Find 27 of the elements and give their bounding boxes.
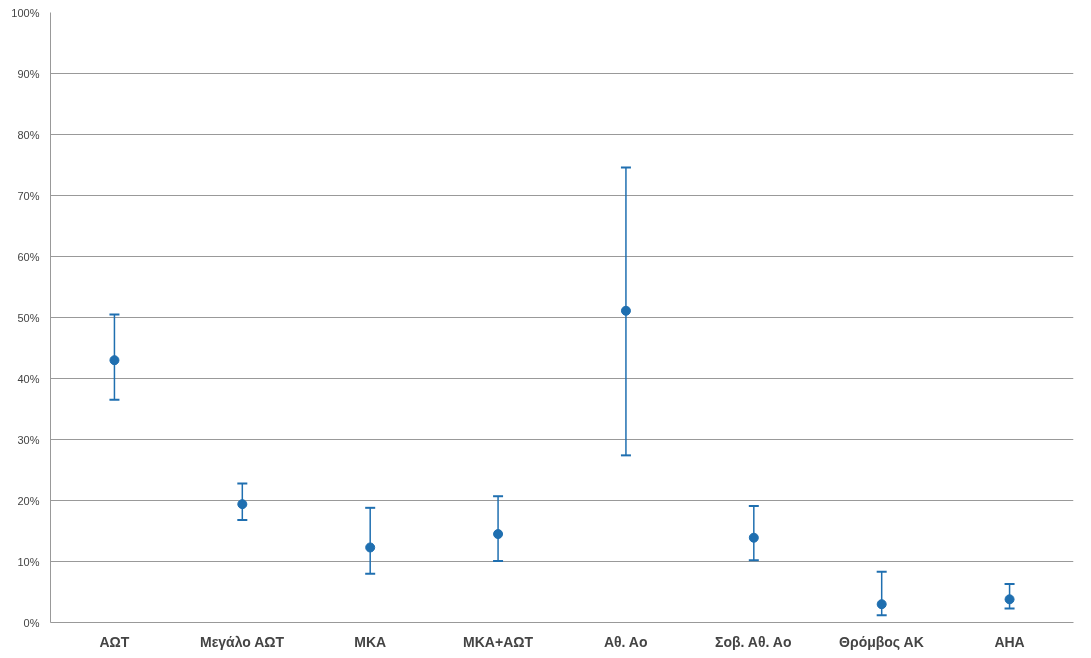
y-tick-label: 80% [17, 128, 40, 141]
point [493, 529, 504, 540]
point [237, 499, 248, 510]
y-tick-label: 30% [17, 433, 40, 446]
x-tick-label: Μεγάλο ΑΩΤ [199, 633, 285, 650]
point [365, 542, 376, 553]
point [876, 599, 887, 610]
point [620, 305, 631, 316]
point [1004, 594, 1015, 605]
y-tick-label: 40% [17, 372, 40, 385]
y-tick-label: 0% [23, 616, 40, 629]
x-tick-label: ΑΗΑ [994, 633, 1025, 650]
x-tick-label: Σοβ. Αθ. Αο [715, 633, 792, 650]
y-tick-label: 90% [17, 67, 40, 80]
y-tick-label: 70% [17, 189, 40, 202]
y-tick-label: 100% [11, 6, 40, 19]
point [748, 532, 759, 543]
x-tick-label: ΜΚΑ [354, 633, 387, 650]
point [109, 355, 120, 366]
x-tick-label: Θρόμβος ΑΚ [839, 633, 924, 650]
x-tick-label: ΑΩΤ [99, 633, 130, 650]
x-tick-label: ΜΚΑ+ΑΩΤ [463, 633, 534, 650]
y-tick-label: 50% [17, 311, 40, 324]
y-tick-label: 20% [17, 494, 40, 507]
y-tick-label: 60% [17, 250, 40, 263]
x-tick-label: Αθ. Αο [603, 633, 648, 650]
y-tick-label: 10% [17, 555, 40, 568]
